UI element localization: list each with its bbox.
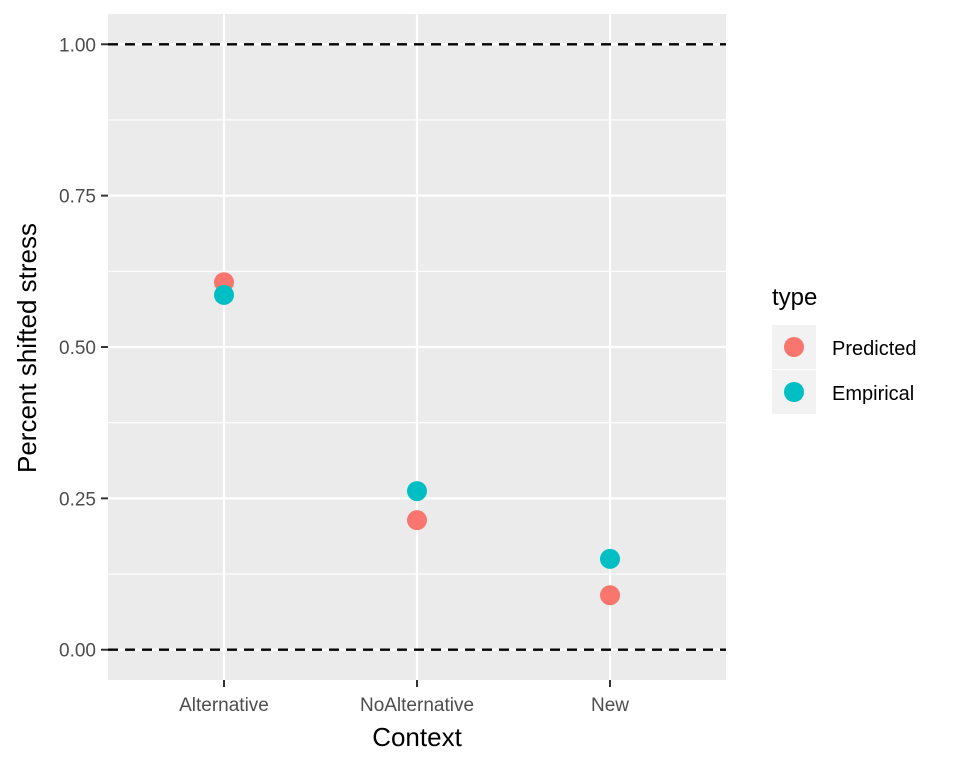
x-tick-label: New [591, 695, 629, 716]
data-point-empirical [407, 481, 427, 502]
y-tick-label: 0.00 [59, 641, 96, 662]
y-tick-label: 0.75 [59, 187, 96, 208]
data-point-empirical [214, 284, 234, 305]
y-tick-label: 1.00 [59, 35, 96, 56]
y-axis: 0.00 0.25 0.50 0.75 1.00 [59, 35, 108, 662]
y-tick-label: 0.25 [59, 489, 96, 510]
legend-marker-predicted [784, 337, 804, 357]
legend-label-predicted: Predicted [832, 338, 917, 360]
x-tick-label: NoAlternative [360, 695, 474, 716]
x-tick-label: Alternative [179, 695, 269, 716]
x-axis: Alternative NoAlternative New [179, 680, 629, 716]
legend-marker-empirical [784, 382, 804, 402]
x-axis-title: Context [372, 722, 462, 752]
legend-label-empirical: Empirical [832, 383, 914, 405]
y-axis-title: Percent shifted stress [12, 223, 42, 473]
data-point-empirical [600, 548, 620, 569]
reference-lines [108, 43, 726, 651]
y-tick-label: 0.50 [59, 338, 96, 359]
legend: type Predicted Empirical [772, 284, 917, 414]
data-point-predicted [600, 585, 620, 606]
data-points [214, 272, 620, 606]
legend-title: type [772, 284, 817, 311]
legend-items: Predicted Empirical [772, 325, 917, 414]
data-point-predicted [407, 510, 427, 531]
